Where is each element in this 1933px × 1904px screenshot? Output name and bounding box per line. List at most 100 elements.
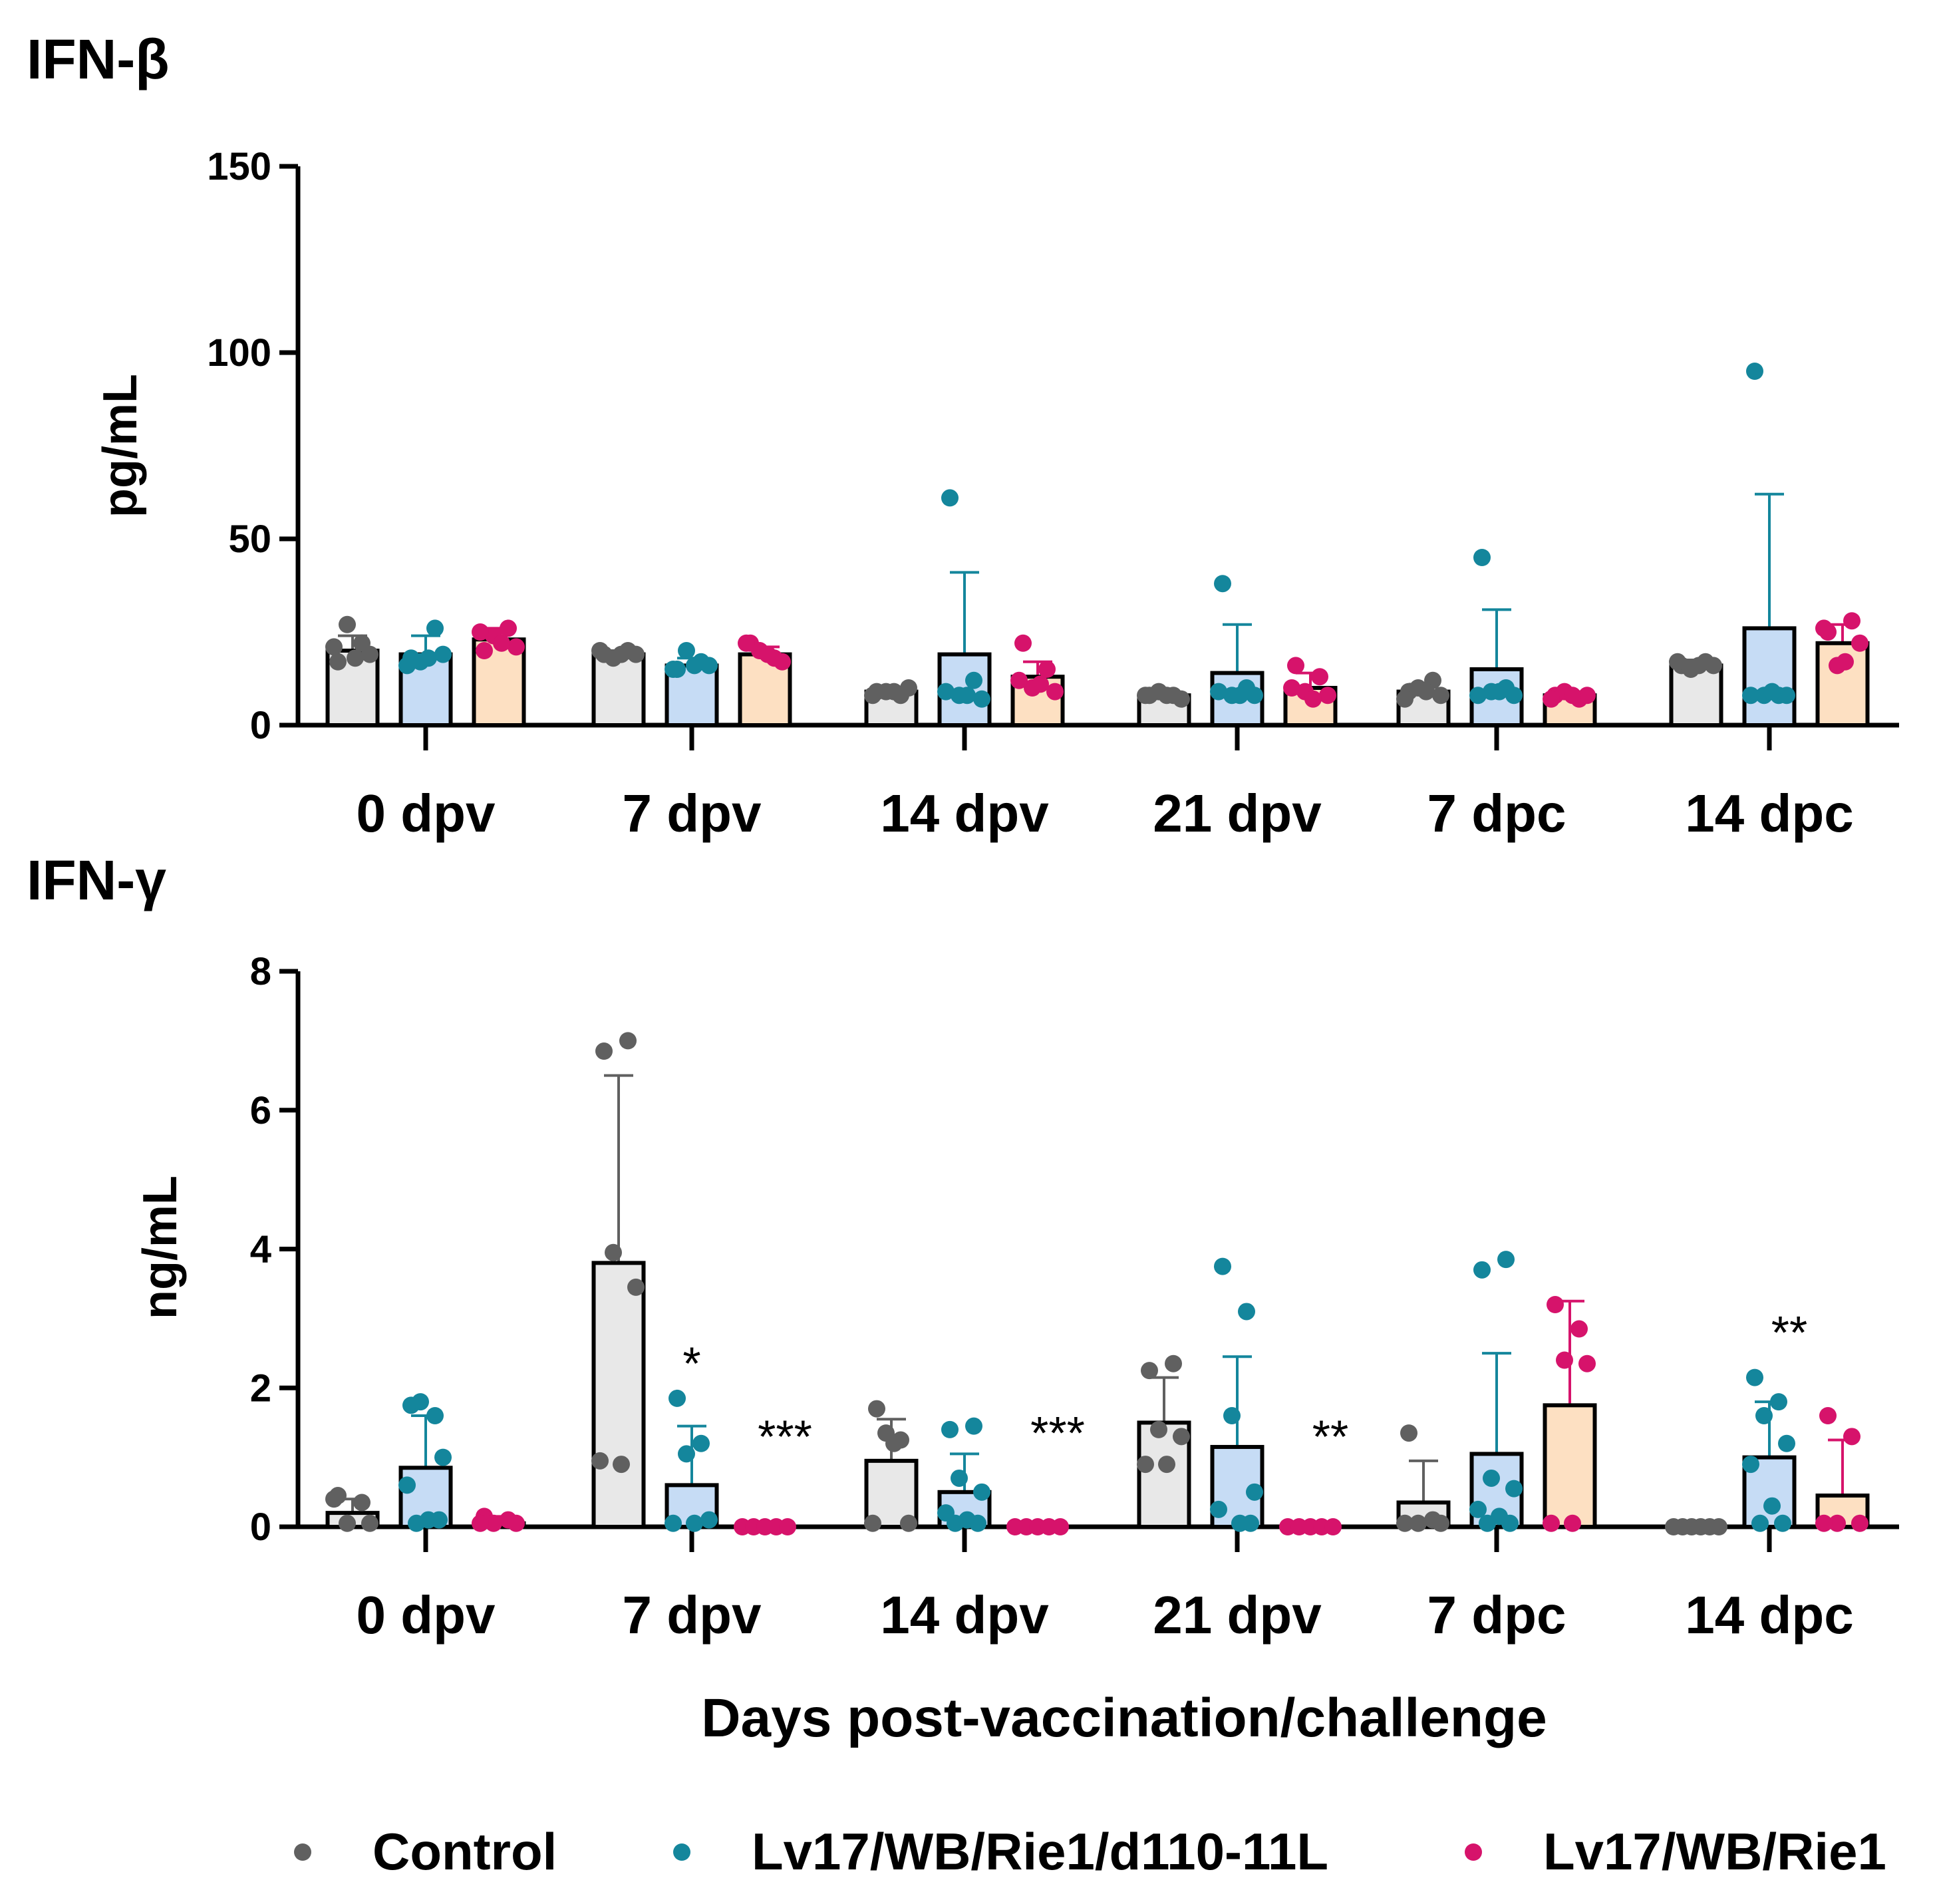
legend-label: Lv17/WB/Rie1/d110-11L — [752, 1822, 1328, 1881]
data-point — [591, 1452, 609, 1470]
y-tick-label: 100 — [207, 331, 271, 375]
x-tick-label: 14 dpv — [880, 1585, 1049, 1645]
data-point — [941, 489, 959, 507]
data-point — [508, 1514, 525, 1532]
significance-marker: * — [682, 1338, 700, 1390]
data-point — [1052, 1518, 1069, 1535]
data-point — [900, 1514, 917, 1532]
data-point — [430, 1511, 448, 1529]
data-point — [398, 1476, 416, 1494]
data-point — [1778, 687, 1795, 705]
data-point — [1505, 1480, 1523, 1498]
chart-ifn-gamma: 0 2 4 6 8 ng/mL 0 dpv 7 dpv 14 dpv 21 dpv 7 dpc 14 … — [134, 950, 1899, 1645]
data-point — [1014, 634, 1032, 652]
data-point — [686, 657, 703, 675]
data-point — [864, 687, 881, 705]
data-point — [947, 1514, 964, 1532]
data-point — [339, 615, 356, 633]
x-tick-label: 0 dpv — [357, 1585, 496, 1645]
data-point — [1137, 687, 1154, 705]
data-point — [1690, 657, 1708, 675]
data-point — [900, 679, 917, 697]
data-point — [1578, 1354, 1596, 1372]
data-point — [1231, 687, 1249, 705]
x-tick-label: 7 dpc — [1427, 784, 1566, 843]
data-point — [692, 1434, 710, 1452]
data-point — [361, 645, 378, 663]
data-point — [1311, 668, 1328, 686]
y-tick-label: 8 — [250, 950, 271, 993]
bar — [325, 649, 380, 727]
x-tick-label: 14 dpc — [1685, 1585, 1853, 1645]
data-point — [959, 687, 976, 705]
data-point — [1746, 1368, 1763, 1386]
data-point — [619, 1032, 637, 1050]
data-point — [779, 1518, 796, 1535]
data-point — [1778, 1434, 1795, 1452]
data-point — [1038, 661, 1056, 678]
y-axis-title: ng/mL — [134, 1176, 187, 1319]
y-tick-label: 6 — [250, 1089, 271, 1132]
data-point — [1819, 1407, 1837, 1424]
data-point — [1010, 671, 1028, 689]
data-point — [1319, 687, 1336, 705]
data-point — [1141, 1362, 1158, 1380]
data-point — [1396, 1514, 1413, 1532]
data-point — [1400, 1424, 1417, 1442]
data-point — [1851, 634, 1868, 652]
data-point — [973, 1483, 990, 1501]
data-point — [472, 623, 489, 641]
data-point — [1815, 619, 1833, 637]
legend: Control Lv17/WB/Rie1/d110-11L Lv17/WB/Rie1 — [294, 1822, 1886, 1881]
data-point — [1165, 1354, 1182, 1372]
data-point — [1046, 683, 1064, 701]
data-point — [605, 1243, 622, 1261]
data-point — [665, 1514, 682, 1532]
data-point — [700, 1511, 718, 1529]
data-point — [1491, 683, 1508, 701]
data-point — [678, 1445, 695, 1463]
data-point — [325, 1490, 343, 1508]
data-point — [1473, 1261, 1491, 1279]
data-point — [1469, 687, 1487, 705]
data-point — [1242, 1514, 1259, 1532]
data-point — [1843, 1428, 1860, 1446]
data-point — [1304, 690, 1322, 708]
data-point — [1246, 1483, 1263, 1501]
data-point — [1763, 1497, 1781, 1515]
data-point — [1815, 1514, 1833, 1532]
data-point — [1564, 1514, 1581, 1532]
data-point — [1473, 549, 1491, 566]
y-tick-label: 50 — [228, 518, 271, 561]
data-point — [325, 638, 343, 656]
data-point — [1505, 687, 1523, 705]
data-point — [1851, 1514, 1868, 1532]
data-point — [1746, 363, 1763, 380]
data-point — [1137, 1456, 1154, 1474]
data-point — [1774, 1514, 1791, 1532]
data-point — [1287, 657, 1304, 675]
data-point — [1173, 1428, 1190, 1446]
data-point — [408, 1514, 425, 1532]
data-point — [1469, 1500, 1487, 1518]
x-tick-label: 21 dpv — [1153, 784, 1322, 843]
data-point — [1283, 679, 1300, 697]
data-point — [1751, 1514, 1769, 1532]
data-point — [941, 1420, 959, 1438]
data-point — [1432, 687, 1449, 705]
data-point — [1483, 1469, 1500, 1487]
data-point — [1705, 657, 1722, 675]
data-point — [398, 657, 416, 675]
data-point — [1210, 1500, 1227, 1518]
data-point — [1578, 687, 1596, 705]
significance-marker: *** — [758, 1410, 812, 1462]
data-point — [1214, 575, 1231, 593]
data-point — [420, 649, 437, 667]
x-tick-label: 0 dpv — [357, 784, 496, 843]
data-point — [472, 1514, 489, 1532]
y-tick-label: 150 — [207, 145, 271, 188]
data-point — [686, 1514, 703, 1532]
data-point — [1417, 683, 1435, 701]
data-point — [669, 1389, 686, 1407]
